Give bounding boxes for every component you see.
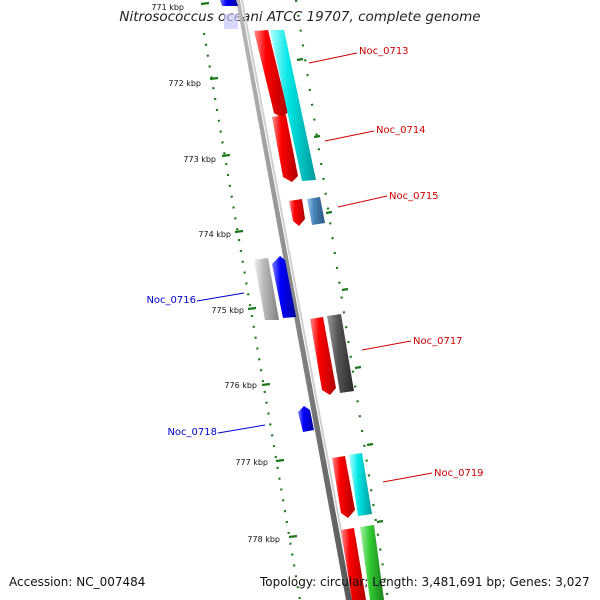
gene-label-noc0714: Noc_0714 — [376, 125, 426, 136]
gene-top-lightblue — [224, 14, 238, 29]
scale-labels: 771 kbp 772 kbp 773 kbp 774 kbp 775 kbp … — [151, 3, 280, 544]
genome-backbone-shadow — [241, 0, 355, 600]
gene-noc0713-cyan — [270, 30, 316, 181]
outer-major-ticks — [296, 57, 384, 524]
accession-text: Accession: NC_007484 — [9, 575, 146, 589]
gene-noc0715-steel — [307, 197, 325, 225]
gene-label-noc0713: Noc_0713 — [359, 46, 409, 57]
gene-noc0717-gray — [327, 314, 354, 393]
scale-label-773: 773 kbp — [183, 155, 216, 164]
gene-noc0717 — [310, 317, 336, 395]
scale-label-772: 772 kbp — [168, 79, 201, 88]
gene-label-noc0719: Noc_0719 — [434, 468, 484, 479]
scale-label-774: 774 kbp — [198, 230, 231, 239]
gene-label-noc0716: Noc_0716 — [146, 295, 196, 306]
major-ticks — [200, 1, 298, 539]
gene-label-noc0718: Noc_0718 — [167, 427, 217, 438]
gene-noc0715 — [289, 199, 305, 226]
gene-noc0713 — [254, 30, 288, 118]
gene-top-reverse — [220, 0, 238, 6]
scale-label-778: 778 kbp — [247, 535, 280, 544]
scale-label-776: 776 kbp — [224, 381, 257, 390]
gene-noc0719 — [332, 456, 355, 518]
gene-noc0718 — [298, 406, 314, 432]
scale-label-775: 775 kbp — [211, 306, 244, 315]
gene-label-noc0715: Noc_0715 — [389, 191, 439, 202]
gene-label-noc0717: Noc_0717 — [413, 336, 463, 347]
scale-label-771: 771 kbp — [151, 3, 184, 12]
genome-backbone — [236, 0, 352, 600]
map-title: Nitrosococcus oceani ATCC 19707, complet… — [119, 9, 481, 25]
gene-bottom-red — [341, 528, 366, 600]
genome-summary-text: Topology: circular; Length: 3,481,691 bp… — [260, 575, 590, 589]
gene-noc0716-gray — [254, 258, 279, 320]
inner-tick-ring — [202, 32, 302, 600]
gene-noc0714 — [272, 115, 298, 182]
gene-labels: Noc_0713 Noc_0714 Noc_0715 Noc_0716 Noc_… — [146, 46, 483, 479]
gene-noc0719-cyan — [349, 453, 372, 516]
scale-label-777: 777 kbp — [235, 458, 268, 467]
gene-bottom-green — [360, 525, 384, 600]
label-leaders — [196, 52, 433, 483]
gene-noc0716 — [272, 256, 296, 318]
